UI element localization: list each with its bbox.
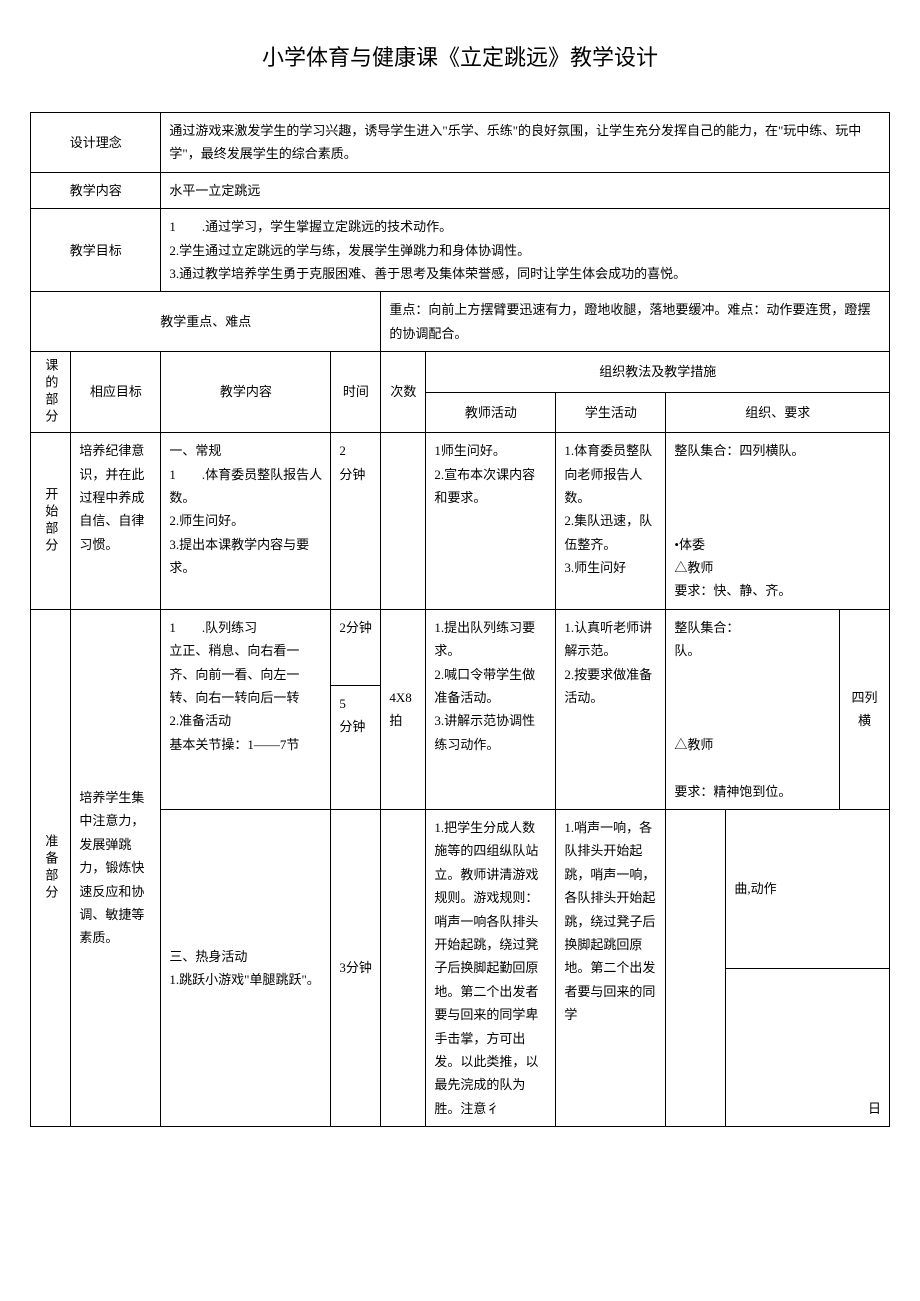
teaching-content-label: 教学内容 — [31, 172, 161, 208]
prep-count-1: 4X8 拍 — [381, 609, 426, 809]
prep-count-2 — [381, 809, 426, 1126]
start-time: 2 分钟 — [331, 433, 381, 610]
header-count: 次数 — [381, 352, 426, 433]
key-difficulty-value: 重点：向前上方摆臂要迅速有力，蹬地收腿，落地要缓冲。难点：动作要连贯，蹬摆的协调… — [381, 292, 890, 352]
start-goal: 培养纪律意识，并在此过程中养成自信、自律习惯。 — [71, 433, 161, 610]
prep-section-row-1: 准备部分 培养学生集中注意力，发展弹跳力，锻炼快速反应和协调、敏捷等素质。 1 … — [31, 609, 890, 685]
lesson-plan-table: 设计理念 通过游戏来激发学生的学习兴趣，诱导学生进入"乐学、乐练"的良好氛围，让… — [30, 112, 890, 1127]
start-section-row: 开始部分 培养纪律意识，并在此过程中养成自信、自律习惯。 一、常规 1 .体育委… — [31, 433, 890, 610]
prep-org-1a: 整队集合： 队。 △教师 要求：精神饱到位。 — [666, 609, 840, 809]
header-row: 课的部分 相应目标 教学内容 时间 次数 组织教法及教学措施 — [31, 352, 890, 393]
prep-time-2: 3分钟 — [331, 809, 381, 1126]
prep-teacher-1: 1.提出队列练习要求。 2.喊口令带学生做准备活动。 3.讲解示范协调性练习动作… — [426, 609, 556, 809]
start-teacher: 1师生问好。 2.宣布本次课内容和要求。 — [426, 433, 556, 610]
teaching-goals-value: 1 .通过学习，学生掌握立定跳远的技术动作。 2.学生通过立定跳远的学与练，发展… — [161, 209, 890, 292]
teaching-content-value: 水平一立定跳远 — [161, 172, 890, 208]
header-goal: 相应目标 — [71, 352, 161, 433]
prep-teacher-2: 1.把学生分成人数施等的四组纵队站立。教师讲清游戏规则。游戏规则：哨声一响各队排… — [426, 809, 556, 1126]
header-org-req: 组织、要求 — [666, 392, 890, 433]
teaching-goals-label: 教学目标 — [31, 209, 161, 292]
table-row: 设计理念 通过游戏来激发学生的学习兴趣，诱导学生进入"乐学、乐练"的良好氛围，让… — [31, 113, 890, 173]
prep-student-1: 1.认真听老师讲解示范。 2.按要求做准备活动。 — [556, 609, 666, 809]
header-content: 教学内容 — [161, 352, 331, 433]
header-org-methods: 组织教法及教学措施 — [426, 352, 890, 393]
header-part: 课的部分 — [31, 352, 71, 433]
start-student: 1.体育委员整队向老师报告人数。 2.集队迅速，队伍整齐。 3.师生问好 — [556, 433, 666, 610]
prep-org-2a — [666, 809, 726, 1126]
table-row: 教学重点、难点 重点：向前上方摆臂要迅速有力，蹬地收腿，落地要缓冲。难点：动作要… — [31, 292, 890, 352]
prep-content-2: 三、热身活动 1.跳跃小游戏"单腿跳跃"。 — [161, 809, 331, 1126]
table-row: 教学目标 1 .通过学习，学生掌握立定跳远的技术动作。 2.学生通过立定跳远的学… — [31, 209, 890, 292]
prep-time-1a: 2分钟 — [331, 609, 381, 685]
header-time: 时间 — [331, 352, 381, 433]
start-part-label: 开始部分 — [31, 433, 71, 610]
header-teacher-act: 教师活动 — [426, 392, 556, 433]
key-difficulty-label: 教学重点、难点 — [31, 292, 381, 352]
prep-org-2b: 曲,动作 — [726, 809, 890, 968]
start-org: 整队集合：四列横队。 •体委 △教师 要求：快、静、齐。 — [666, 433, 890, 610]
table-row: 教学内容 水平一立定跳远 — [31, 172, 890, 208]
prep-org-1b: 四列横 — [840, 609, 890, 809]
start-count — [381, 433, 426, 610]
prep-content-1: 1 .队列练习 立正、稍息、向右看一齐、向前一看、向左一转、向右一转向后一转 2… — [161, 609, 331, 809]
prep-org-2c: 日 — [726, 968, 890, 1127]
page-title: 小学体育与健康课《立定跳远》教学设计 — [30, 40, 890, 72]
header-student-act: 学生活动 — [556, 392, 666, 433]
prep-part-label: 准备部分 — [31, 609, 71, 1126]
prep-student-2: 1.哨声一响，各队排头开始起跳，哨声一响，各队排头开始起跳，绕过凳子后换脚起跳回… — [556, 809, 666, 1126]
start-content: 一、常规 1 .体育委员整队报告人数。 2.师生问好。 3.提出本课教学内容与要… — [161, 433, 331, 610]
design-concept-label: 设计理念 — [31, 113, 161, 173]
prep-time-1b: 5 分钟 — [331, 685, 381, 809]
design-concept-content: 通过游戏来激发学生的学习兴趣，诱导学生进入"乐学、乐练"的良好氛围，让学生充分发… — [161, 113, 890, 173]
prep-goal: 培养学生集中注意力，发展弹跳力，锻炼快速反应和协调、敏捷等素质。 — [71, 609, 161, 1126]
